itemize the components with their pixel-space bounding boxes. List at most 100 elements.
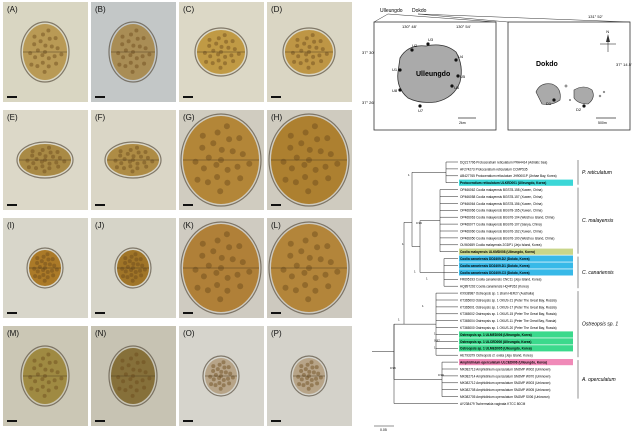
panel-label: (M) [7, 329, 19, 338]
panel-label: (P) [271, 329, 282, 338]
ulleungdo-lat2: 37° 26' [362, 100, 375, 105]
site-marker [426, 42, 430, 46]
scale-bar [271, 204, 281, 206]
panel-label: (J) [95, 221, 105, 230]
site-label: U7 [418, 108, 424, 113]
cell-image [104, 141, 162, 179]
leaf-label: MK082705 Amphidinium operculatum SMJMP S… [460, 395, 550, 399]
clade-label: Ostreopsis sp. 1 [582, 322, 618, 328]
micrograph-panel: (M) [3, 326, 88, 426]
node-support: 1 [434, 345, 436, 349]
ulleungdo-lon1: 130° 48' [402, 24, 417, 29]
micrograph-panel: (D) [267, 2, 352, 102]
panel-label: (G) [183, 113, 195, 122]
site-label: U2 [412, 43, 418, 48]
site-marker [450, 84, 454, 88]
leaf-label: Coolia canariensis DD2409-D1 (Dokdo, Kor… [460, 264, 530, 268]
leaf-label: OP466064 Coolia malayensis BGS78-156 (Xu… [460, 202, 542, 206]
strain-highlight [459, 255, 573, 262]
micrograph-panel: (B) [91, 2, 176, 102]
scale-bar [95, 96, 105, 98]
micrograph-panel: (G) [179, 110, 264, 210]
leaf-label: KT365002 Ostreopsis sp. 1 OKUS-15 (Peter… [460, 312, 557, 316]
scale-bar [183, 420, 193, 422]
site-marker [552, 98, 556, 102]
dokdo-label: Dokdo [536, 61, 558, 68]
scale-bar [183, 204, 193, 206]
panel-label: (D) [271, 5, 283, 14]
site-marker [398, 88, 402, 92]
panel-label: (A) [7, 5, 18, 14]
scale-bar [7, 204, 17, 206]
leaf-label: Ostreopsis sp. 1 ULMED006 (Ulleungdo, Ko… [460, 333, 532, 337]
cell-image [194, 27, 248, 77]
cell-image [180, 113, 262, 207]
micrograph-panel: (A) [3, 2, 88, 102]
dokdo-map-frame [507, 21, 631, 131]
leaf-label: Coolia malayensis ULKMD008 (Ulleungdo, K… [460, 250, 535, 254]
scale-bar [271, 96, 281, 98]
dokdo-sites: D1 D2 [546, 98, 586, 112]
site-label: U5 [460, 74, 466, 79]
micrograph-panel: (O) [179, 326, 264, 426]
cell-image [180, 221, 262, 315]
leaf-label: KT365001 Ostreopsis sp. 1 OKUS-17 (Peter… [460, 305, 557, 309]
cell-image [20, 21, 70, 83]
leaf-label: OL960659 Coolia malayensis 2GDP1 (Jeju I… [460, 243, 542, 247]
leaf-label: KT365003 Ostreopsis sp. 1 OKUS-21 (Peter… [460, 298, 557, 302]
leaf-label: KT365000 Ostreopsis sp. 1 OKUS-20 (Peter… [460, 326, 557, 330]
cell-image [268, 221, 350, 315]
north-arrow-icon: N [600, 29, 616, 52]
strain-highlight [459, 262, 573, 269]
leaf-label: MK082708 Amphidinium operculatum SMJMP W… [460, 388, 550, 392]
ulleungdo-label: Ulleungdo [416, 71, 450, 78]
ulleungdo-lon2: 130° 54' [456, 24, 471, 29]
leaf-label: MK082713 Amphidinium operculatum SMJMP W… [460, 367, 550, 371]
map-header-ulleungdo: Ulleungdo [380, 8, 403, 14]
scale-bar [7, 96, 17, 98]
leaf-label: MK082714 Amphidinium operculatum SMJMP W… [460, 374, 550, 378]
panel-label: (I) [7, 221, 15, 230]
node-support: 1 [422, 304, 424, 308]
leaf-label: Coolia canariensis DD2409-C3 (Dokdo, Kor… [460, 271, 530, 275]
micrograph-panel: (C) [179, 2, 264, 102]
leaf-label: Protoceratium reticulatum ULKED001 (Ulle… [460, 181, 546, 185]
scale-bar [95, 204, 105, 206]
node-support: 1 [402, 242, 404, 246]
panel-label: (O) [183, 329, 195, 338]
cell-image [26, 247, 64, 289]
leaf-label: OP466062 Coolia malayensis BGS78-158 (Xu… [460, 188, 542, 192]
site-label: U8 [392, 88, 398, 93]
site-label: D2 [576, 107, 582, 112]
map-header-dokdo: Dokdo [412, 8, 427, 14]
micrograph-panel: (I) [3, 218, 88, 318]
node-support: 1 [434, 332, 436, 336]
ulleungdo-scale: 2km [459, 121, 466, 125]
node-support: 0.96 [390, 366, 396, 370]
scale-bar [271, 312, 281, 314]
scale-bar [183, 96, 193, 98]
clade-label: C. canariensis [582, 270, 614, 276]
node-support: 1 [398, 318, 400, 322]
site-label: D1 [546, 101, 552, 106]
site-marker [410, 48, 414, 52]
panel-label: (N) [95, 329, 107, 338]
ulleungdo-lat1: 37° 30' [362, 50, 375, 55]
leaf-label: AY238479 Tschermakia vaginata KTCC 80CM [460, 402, 526, 406]
dokdo-lat: 37° 14.5' [616, 62, 632, 67]
cell-image [108, 345, 158, 407]
micrograph-panel: (P) [267, 326, 352, 426]
scale-bar [7, 420, 17, 422]
clade-label: P. reticulatum [582, 170, 612, 176]
leaf-label: KT365004 Ostreopsis sp. 1 OKUS-11 (Peter… [460, 319, 556, 323]
strain-highlight [459, 331, 573, 338]
micrograph-panel: (E) [3, 110, 88, 210]
site-label: U3 [428, 37, 434, 42]
site-marker [582, 104, 586, 108]
node-support: 0.99 [416, 221, 422, 225]
tree-scale-label: 0.05 [380, 428, 387, 432]
site-marker [456, 74, 460, 78]
scale-bar [95, 312, 105, 314]
site-marker [398, 68, 402, 72]
cell-image [282, 27, 336, 77]
